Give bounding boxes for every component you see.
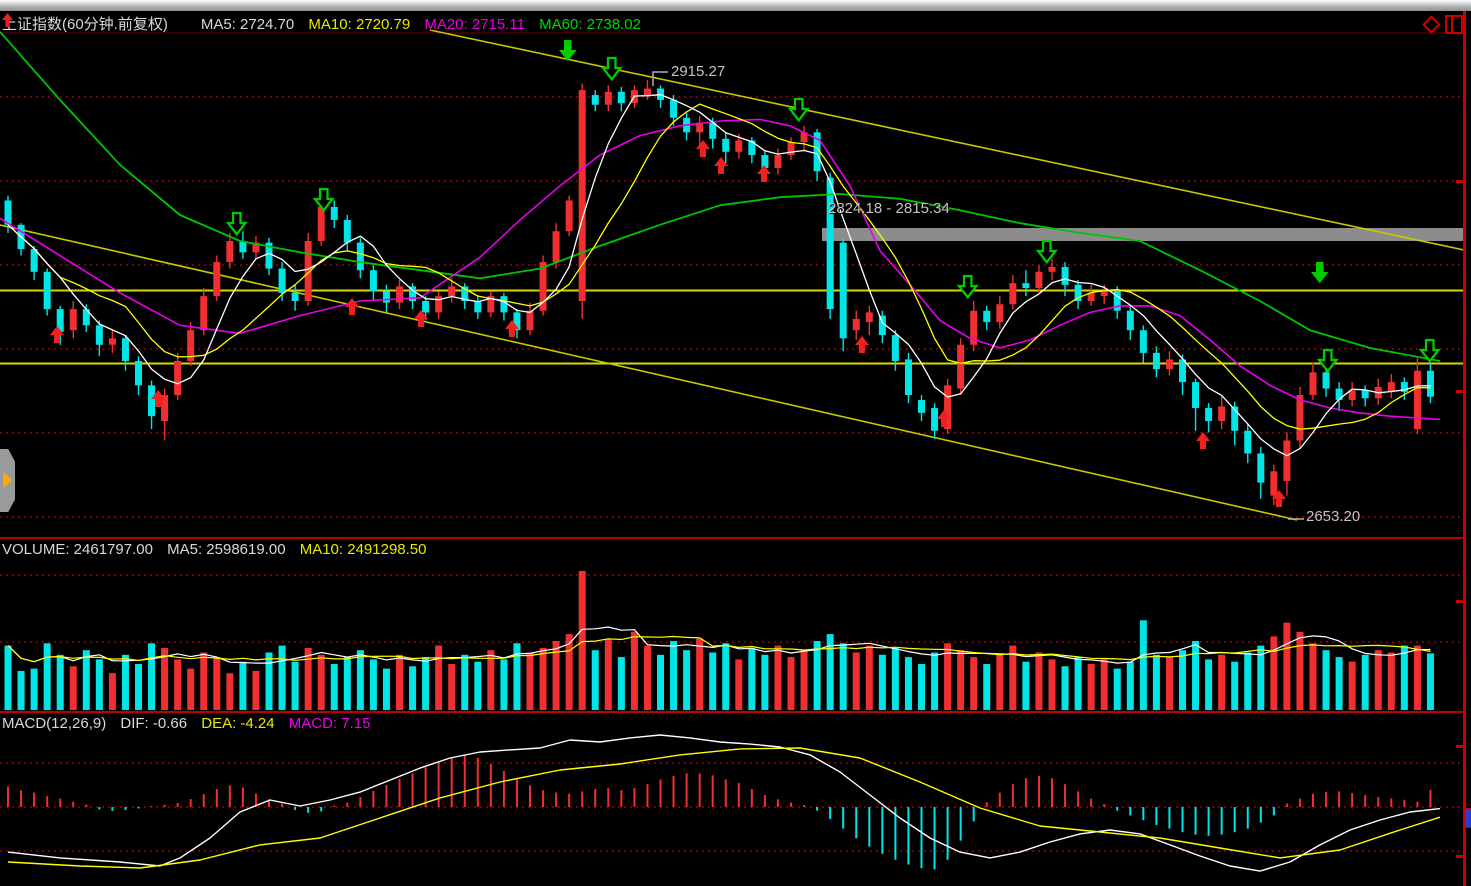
scrollbar-tick <box>1456 855 1464 858</box>
volume-ma10-value: MA10: 2491298.50 <box>299 541 427 558</box>
buy-signal-arrow-icon <box>1196 432 1210 449</box>
volume-panel-legend: VOLUME: 2461797.00 MA5: 2598619.00 MA10:… <box>2 541 437 558</box>
sell-signal-outline-arrow-icon <box>1035 239 1058 265</box>
buy-signal-arrow-icon <box>855 336 869 353</box>
window-titlebar[interactable] <box>0 0 1471 11</box>
sell-signal-outline-arrow-icon <box>312 187 335 213</box>
sell-signal-outline-arrow-icon <box>956 274 979 300</box>
buy-signal-arrow-icon <box>414 310 428 327</box>
resistance-range-annotation: 2824.18 - 2815.34 <box>828 200 950 217</box>
sell-signal-outline-arrow-icon <box>1316 348 1339 374</box>
ma10-value: MA10: 2720.79 <box>308 16 411 33</box>
buy-signal-arrow-icon <box>505 320 519 337</box>
sell-signal-outline-arrow-icon <box>225 211 248 237</box>
buy-signal-arrow-icon <box>1272 490 1286 507</box>
volume-value: VOLUME: 2461797.00 <box>2 541 153 558</box>
scrollbar-tick <box>1456 600 1464 603</box>
panel-separator-layer <box>0 537 1463 713</box>
low-price-annotation: 2653.20 <box>1306 508 1361 525</box>
scrollbar-tick <box>1456 745 1464 748</box>
volume-bars-layer <box>4 570 1434 710</box>
buy-signal-arrow-icon <box>151 390 165 407</box>
resistance-band-layer <box>822 228 1464 241</box>
right-scroll-border[interactable] <box>1463 11 1466 886</box>
scrollbar-tick <box>1456 390 1464 393</box>
sell-signal-arrow-icon <box>559 40 577 62</box>
symbol-title: 上证指数(60分钟.前复权) <box>2 16 168 33</box>
ma5-value: MA5: 2724.70 <box>200 16 295 33</box>
gridline-layer <box>0 32 1463 852</box>
signal-arrow-layer <box>50 40 1441 507</box>
macd-value: MACD: 7.15 <box>288 715 371 732</box>
expand-arrow-icon <box>3 472 12 488</box>
split-window-icon[interactable] <box>1445 15 1463 34</box>
ma60-value: MA60: 2738.02 <box>539 16 641 33</box>
sell-signal-outline-arrow-icon <box>1418 338 1441 364</box>
buy-signal-arrow-icon <box>937 410 951 427</box>
up-arrow-icon <box>2 13 191 31</box>
annotation-pointer-layer <box>652 71 1304 520</box>
sidebar-expand-tab[interactable] <box>0 449 15 512</box>
volume-ma5-value: MA5: 2598619.00 <box>167 541 286 558</box>
ma20-value: MA20: 2715.11 <box>424 16 525 33</box>
peak-price-annotation: 2915.27 <box>671 63 726 80</box>
moving-average-layer <box>0 31 1441 457</box>
scrollbar-tick <box>1456 180 1464 183</box>
buy-signal-arrow-icon <box>696 140 710 157</box>
sell-signal-arrow-icon <box>1311 262 1329 284</box>
macd-params: MACD(12,26,9) <box>2 715 107 732</box>
volume-ma-layer <box>7 626 1431 664</box>
dea-value: DEA: -4.24 <box>201 715 275 732</box>
main-chart-legend: 上证指数(60分钟.前复权) MA5: 2724.70 MA10: 2720.79… <box>2 13 651 34</box>
buy-signal-arrow-icon <box>345 298 359 315</box>
macd-panel-legend: MACD(12,26,9) DIF: -0.66 DEA: -4.24 MACD… <box>2 715 380 732</box>
buy-signal-arrow-icon <box>757 165 771 182</box>
buy-signal-arrow-icon <box>714 157 728 174</box>
candlestick-layer <box>4 80 1434 506</box>
scroll-thumb[interactable] <box>1464 808 1471 828</box>
sell-signal-outline-arrow-icon <box>600 56 623 82</box>
dif-value: DIF: -0.66 <box>120 715 188 732</box>
macd-layer <box>7 734 1441 872</box>
buy-signal-arrow-icon <box>50 326 64 343</box>
sell-signal-outline-arrow-icon <box>787 97 810 123</box>
